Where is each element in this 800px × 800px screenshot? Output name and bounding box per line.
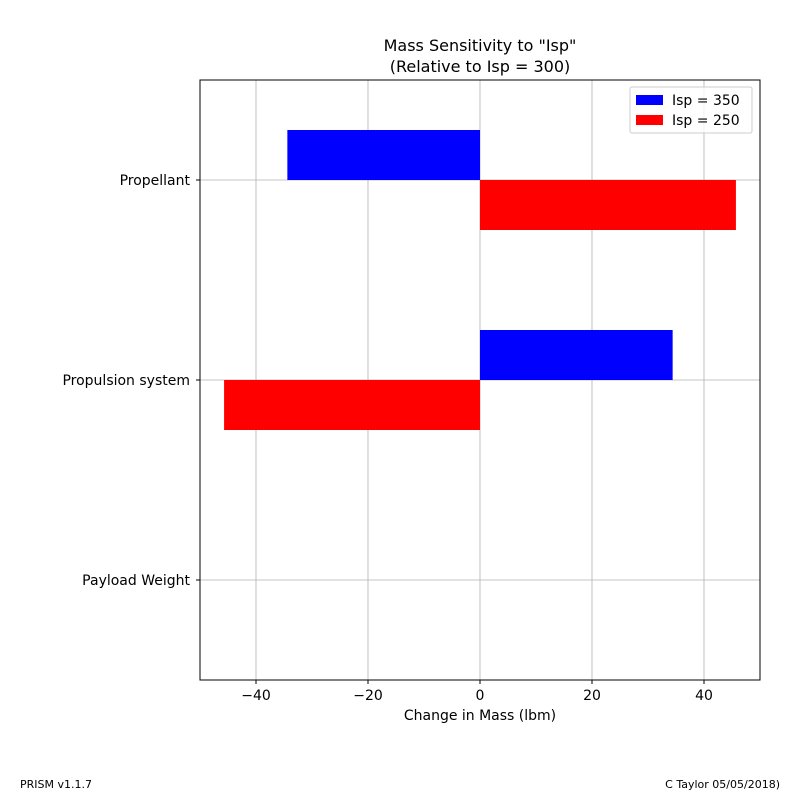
category-label: Payload Weight xyxy=(82,573,190,589)
chart-subtitle: (Relative to Isp = 300) xyxy=(390,57,571,76)
legend-swatch xyxy=(636,115,663,125)
footer-version: PRISM v1.1.7 xyxy=(20,778,92,791)
x-tick-label: −20 xyxy=(353,688,383,704)
category-label: Propellant xyxy=(120,173,191,189)
bar-isp250-1 xyxy=(224,380,480,430)
x-tick-label: 0 xyxy=(476,688,485,704)
legend-label: Isp = 350 xyxy=(672,93,740,109)
bar-isp250-0 xyxy=(480,180,736,230)
x-tick-label: 40 xyxy=(695,688,713,704)
bars xyxy=(224,130,736,430)
x-tick-label: −40 xyxy=(241,688,271,704)
legend-swatch xyxy=(636,95,663,105)
chart-title: Mass Sensitivity to "Isp" xyxy=(384,36,577,55)
bar-isp350-1 xyxy=(480,330,673,380)
legend-label: Isp = 250 xyxy=(672,113,740,129)
x-tick-label: 20 xyxy=(583,688,601,704)
legend: Isp = 350 Isp = 250 xyxy=(629,86,753,134)
footer-author-date: C Taylor 05/05/2018) xyxy=(665,778,780,791)
x-axis-label: Change in Mass (lbm) xyxy=(404,708,556,724)
bar-isp350-0 xyxy=(287,130,480,180)
category-label: Propulsion system xyxy=(62,373,190,389)
axis-ticks: −40 −20 0 20 40 Propellant Propulsion system Pa… xyxy=(62,173,712,704)
